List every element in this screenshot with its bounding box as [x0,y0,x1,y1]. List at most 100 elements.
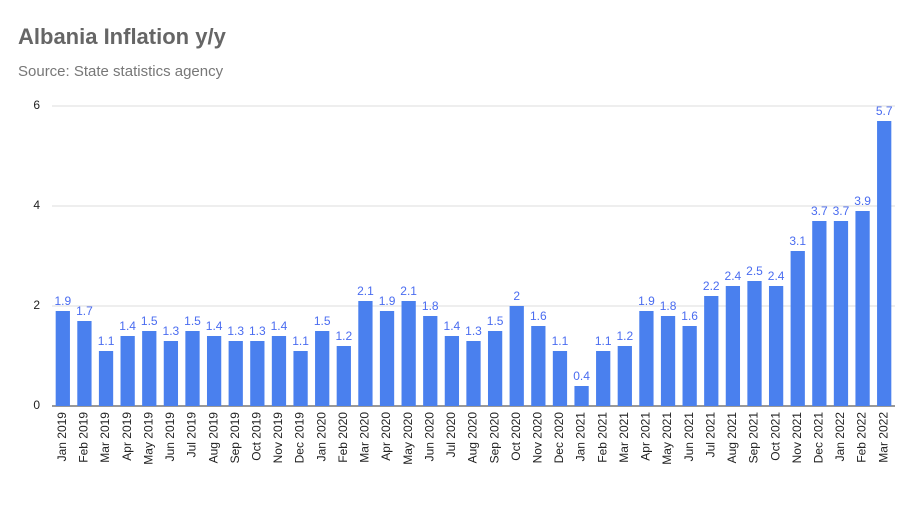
x-tick-label: Apr 2021 [639,412,653,461]
bar [185,331,200,406]
value-label: 1.5 [487,314,504,328]
x-tick-label: Jun 2020 [422,412,436,462]
x-tick-label: Mar 2021 [617,412,631,463]
bar [466,341,481,406]
x-tick-label: Sep 2019 [228,412,242,464]
x-tick-label: Oct 2020 [509,412,523,461]
x-tick-label: Feb 2019 [77,412,91,463]
bar [120,336,135,406]
value-label: 1.9 [638,294,655,308]
x-tick-label: Sep 2020 [487,412,501,464]
value-label: 1.3 [227,324,244,338]
value-label: 1.4 [271,319,288,333]
bar [206,336,222,406]
bar [228,341,243,406]
value-label: 1.1 [552,334,569,348]
value-label: 1.9 [54,294,71,308]
x-tick-label: Jun 2021 [682,412,696,462]
value-label: 1.3 [249,324,266,338]
bar [271,336,287,406]
bar [790,251,805,406]
x-tick-label: Dec 2021 [812,412,826,464]
x-tick-label: Jul 2019 [185,412,199,458]
bar [660,316,676,406]
value-label: 1.1 [98,334,115,348]
x-tick-label: Feb 2020 [336,412,350,463]
x-tick-label: Jan 2022 [833,412,847,462]
x-tick-label: Oct 2019 [250,412,264,461]
x-tick-label: Aug 2021 [725,412,739,464]
x-tick-label: Sep 2021 [747,412,761,464]
x-tick-label: Feb 2022 [855,412,869,463]
x-tick-label: Mar 2022 [876,412,890,463]
bar [704,296,719,406]
x-tick-label: Apr 2019 [120,412,134,461]
value-label: 5.7 [876,104,893,118]
bar [617,346,632,406]
y-tick-label: 2 [33,298,40,312]
value-label: 1.4 [444,319,461,333]
chart-title: Albania Inflation y/y [18,24,227,49]
y-tick-label: 0 [33,398,40,412]
value-label: 1.5 [141,314,158,328]
bar [315,331,330,406]
bar [639,311,654,406]
x-tick-label: Jul 2020 [444,412,458,458]
bar [725,286,741,406]
bar [250,341,265,406]
x-tick-label: Mar 2020 [358,412,372,463]
value-label: 1.4 [206,319,223,333]
bar [336,346,351,406]
x-tick-label: May 2019 [141,412,155,465]
bar [877,121,892,406]
value-label: 2.5 [746,264,763,278]
bar [768,286,784,406]
value-label: 1.7 [76,304,93,318]
value-label: 2.2 [703,279,720,293]
bar [487,331,503,406]
x-tick-label: Dec 2019 [293,412,307,464]
x-tick-label: Mar 2019 [98,412,112,463]
bar [552,351,568,406]
value-label: 3.1 [789,234,806,248]
value-label: 3.7 [833,204,850,218]
x-tick-label: Oct 2021 [768,412,782,461]
value-label: 1.5 [314,314,331,328]
x-tick-label: Aug 2020 [466,412,480,464]
bar [401,301,416,406]
value-label: 1.3 [163,324,180,338]
x-tick-label: May 2020 [401,412,415,465]
bar [509,306,524,406]
value-label: 1.2 [335,329,352,343]
bar [98,351,114,406]
x-tick-label: Nov 2020 [531,412,545,464]
y-tick-label: 4 [33,198,40,212]
bar [444,336,460,406]
bar [812,221,827,406]
value-label: 1.6 [530,309,547,323]
bar [855,211,870,406]
value-label: 1.2 [616,329,633,343]
value-label: 2.1 [357,284,374,298]
value-label: 3.7 [811,204,828,218]
x-tick-label: Jan 2021 [574,412,588,462]
x-tick-label: Apr 2020 [379,412,393,461]
bar [293,351,308,406]
value-label: 1.5 [184,314,201,328]
x-tick-label: Nov 2021 [790,412,804,464]
value-label: 1.3 [465,324,482,338]
bar [747,281,762,406]
value-label: 1.8 [660,299,677,313]
value-label: 1.1 [595,334,612,348]
value-label: 1.1 [292,334,309,348]
bar [531,326,546,406]
bar [55,311,70,406]
value-label: 1.8 [422,299,439,313]
x-tick-label: Aug 2019 [206,412,220,464]
value-label: 0.4 [573,369,590,383]
y-tick-label: 6 [33,98,40,112]
value-label: 2 [513,289,520,303]
value-label: 1.4 [119,319,136,333]
bar [833,221,849,406]
